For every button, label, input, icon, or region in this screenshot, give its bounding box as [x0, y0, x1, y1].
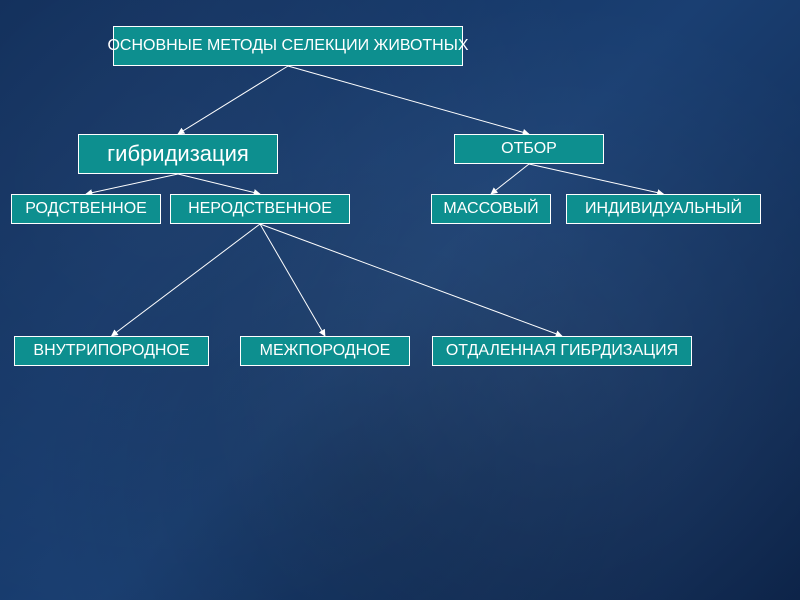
edges-layer — [0, 0, 800, 600]
node-label: РОДСТВЕННОЕ — [25, 200, 147, 218]
node-label: ОТБОР — [501, 140, 557, 158]
edge-select-mass — [491, 164, 529, 194]
edge-nonrel-remote — [260, 224, 562, 336]
node-label: МАССОВЫЙ — [443, 200, 538, 218]
node-hybrid: гибридизация — [78, 134, 278, 174]
node-label: ИНДИВИДУАЛЬНЫЙ — [585, 200, 742, 218]
edge-nonrel-inter — [260, 224, 325, 336]
edge-nonrel-intra — [112, 224, 261, 336]
node-label: гибридизация — [107, 141, 249, 167]
node-label: МЕЖПОРОДНОЕ — [260, 342, 391, 360]
edge-select-indiv — [529, 164, 664, 194]
background-texture — [0, 0, 800, 600]
node-rel: РОДСТВЕННОЕ — [11, 194, 161, 224]
node-inter: МЕЖПОРОДНОЕ — [240, 336, 410, 366]
edge-hybrid-rel — [86, 174, 178, 194]
node-mass: МАССОВЫЙ — [431, 194, 551, 224]
node-nonrel: НЕРОДСТВЕННОЕ — [170, 194, 350, 224]
node-select: ОТБОР — [454, 134, 604, 164]
node-indiv: ИНДИВИДУАЛЬНЫЙ — [566, 194, 761, 224]
edge-hybrid-nonrel — [178, 174, 260, 194]
node-label: ОТДАЛЕННАЯ ГИБРДИЗАЦИЯ — [446, 342, 678, 360]
diagram-canvas: ОСНОВНЫЕ МЕТОДЫ СЕЛЕКЦИИ ЖИВОТНЫХ гибриди… — [0, 0, 800, 600]
node-intra: ВНУТРИПОРОДНОЕ — [14, 336, 209, 366]
node-label: ВНУТРИПОРОДНОЕ — [33, 342, 189, 360]
node-root: ОСНОВНЫЕ МЕТОДЫ СЕЛЕКЦИИ ЖИВОТНЫХ — [113, 26, 463, 66]
node-label: ОСНОВНЫЕ МЕТОДЫ СЕЛЕКЦИИ ЖИВОТНЫХ — [107, 37, 468, 55]
node-remote: ОТДАЛЕННАЯ ГИБРДИЗАЦИЯ — [432, 336, 692, 366]
node-label: НЕРОДСТВЕННОЕ — [188, 200, 332, 218]
edge-root-select — [288, 66, 529, 134]
edge-root-hybrid — [178, 66, 288, 134]
